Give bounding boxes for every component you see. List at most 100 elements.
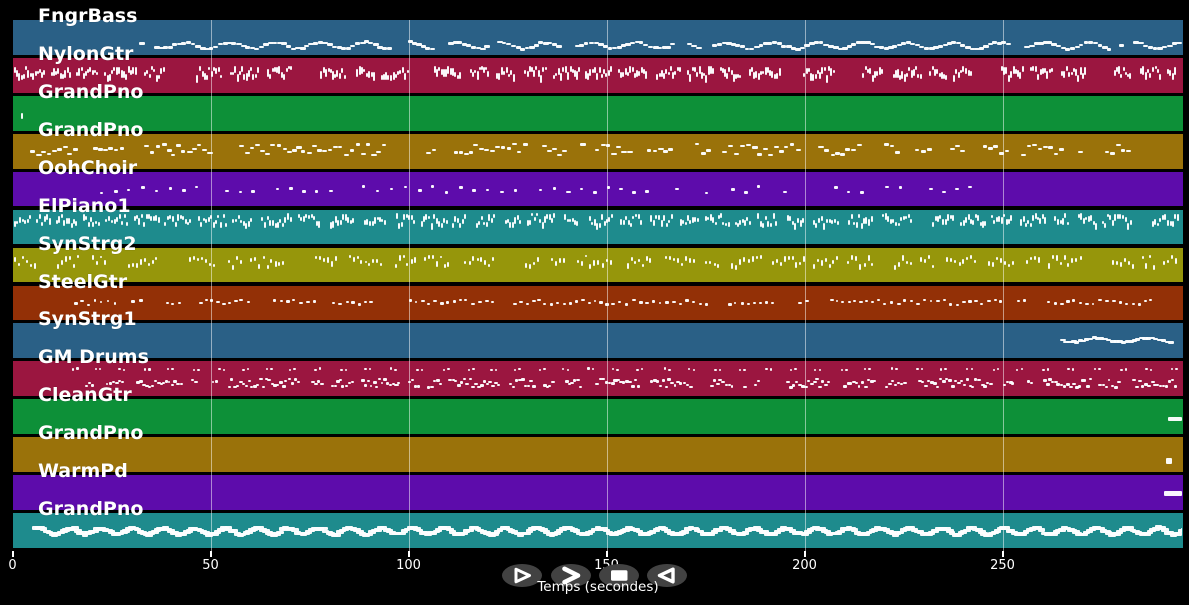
- note-mark: [1015, 368, 1019, 371]
- note-mark: [1078, 302, 1083, 305]
- note-mark: [953, 380, 958, 383]
- note-mark: [936, 69, 938, 75]
- note-mark: [981, 220, 984, 228]
- note-mark: [46, 214, 49, 221]
- note-mark: [597, 260, 600, 266]
- note-mark: [1164, 340, 1170, 344]
- note-mark: [899, 74, 902, 80]
- note-mark: [115, 66, 118, 76]
- note-mark: [478, 147, 485, 151]
- note-mark: [749, 47, 755, 51]
- note-mark: [1051, 381, 1055, 384]
- note-mark: [884, 213, 887, 220]
- note-mark: [145, 384, 149, 388]
- note-mark: [348, 255, 351, 259]
- play-button[interactable]: [502, 564, 542, 587]
- note-mark: [568, 302, 573, 305]
- note-mark: [89, 66, 92, 73]
- note-mark: [789, 143, 795, 146]
- note-mark: [199, 47, 206, 50]
- note-mark: [330, 385, 334, 388]
- note-mark: [493, 530, 501, 535]
- note-mark: [945, 378, 948, 381]
- track-band: [12, 361, 1183, 397]
- note-mark: [128, 264, 131, 269]
- note-mark: [799, 46, 806, 50]
- note-mark: [634, 260, 637, 264]
- note-mark: [837, 529, 845, 534]
- note-mark: [456, 218, 459, 224]
- note-mark: [613, 379, 618, 382]
- note-mark: [896, 382, 901, 385]
- note-mark: [1075, 386, 1080, 389]
- note-mark: [217, 67, 220, 72]
- note-mark: [775, 221, 777, 226]
- note-mark: [847, 300, 852, 304]
- note-mark: [795, 149, 801, 152]
- forward-button[interactable]: [550, 564, 591, 587]
- note-mark: [612, 46, 617, 50]
- note-mark: [276, 383, 280, 386]
- note-mark: [818, 385, 822, 388]
- note-mark: [709, 66, 712, 75]
- note-mark: [30, 72, 33, 78]
- note-mark: [485, 383, 489, 386]
- note-mark: [593, 41, 600, 45]
- note-mark: [1166, 68, 1169, 74]
- note-mark: [269, 220, 272, 226]
- note-mark: [413, 219, 416, 225]
- note-mark: [579, 43, 585, 47]
- note-mark: [571, 217, 574, 222]
- stop-button[interactable]: [599, 564, 639, 587]
- note-mark: [935, 300, 940, 303]
- note-mark: [850, 148, 856, 152]
- note-mark: [827, 65, 830, 71]
- note-mark: [625, 43, 632, 46]
- note-mark: [927, 148, 932, 151]
- note-mark: [969, 525, 977, 530]
- note-mark: [113, 148, 119, 151]
- note-mark: [157, 382, 161, 385]
- note-mark: [27, 69, 30, 78]
- note-mark: [314, 190, 319, 193]
- note-mark: [999, 300, 1002, 303]
- note-mark: [1141, 256, 1144, 260]
- note-mark: [604, 381, 608, 384]
- note-mark: [87, 222, 90, 227]
- note-mark: [60, 260, 63, 265]
- note-mark: [1033, 42, 1039, 46]
- note-mark: [239, 260, 242, 264]
- note-mark: [349, 149, 355, 152]
- note-mark: [836, 255, 839, 261]
- rewind-button[interactable]: [647, 564, 687, 587]
- note-mark: [537, 299, 541, 302]
- note-mark: [1107, 378, 1111, 382]
- note-mark: [285, 68, 288, 73]
- note-mark: [920, 257, 923, 263]
- note-mark: [284, 380, 288, 383]
- note-mark: [912, 69, 915, 76]
- note-mark: [885, 385, 889, 389]
- note-mark: [1104, 300, 1109, 303]
- note-mark: [24, 219, 27, 224]
- note-mark: [1091, 302, 1095, 306]
- note-mark: [513, 369, 517, 372]
- note-mark: [1161, 215, 1164, 220]
- note-mark: [1124, 71, 1127, 76]
- note-mark: [385, 529, 393, 533]
- note-mark: [1066, 221, 1069, 225]
- note-mark: [695, 143, 700, 146]
- note-mark: [480, 66, 483, 71]
- note-mark: [376, 216, 379, 221]
- note-mark: [368, 70, 371, 79]
- note-mark: [397, 381, 401, 384]
- note-mark: [611, 302, 615, 306]
- note-mark: [945, 74, 948, 80]
- note-mark: [764, 215, 767, 221]
- note-mark: [974, 299, 979, 303]
- note-mark: [276, 67, 279, 73]
- note-mark: [376, 150, 381, 154]
- note-mark: [385, 382, 390, 385]
- note-mark: [483, 66, 486, 74]
- note-mark: [839, 153, 845, 156]
